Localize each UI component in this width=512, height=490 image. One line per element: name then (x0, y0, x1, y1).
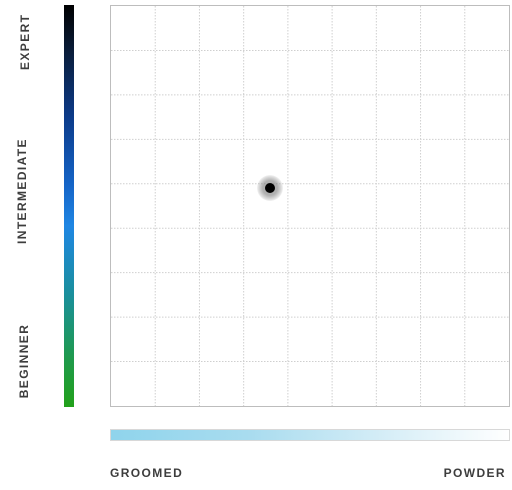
axis-label-expert: EXPERT (18, 13, 32, 70)
grid-lines (111, 6, 509, 406)
axis-label-groomed: GROOMED (110, 466, 184, 480)
selection-grid[interactable] (110, 5, 510, 407)
axis-label-intermediate: INTERMEDIATE (15, 138, 29, 244)
terrain-gradient-bar (110, 429, 510, 441)
axis-label-powder: POWDER (443, 466, 506, 480)
axis-label-beginner: BEGINNER (17, 323, 31, 399)
ability-gradient-bar (64, 5, 74, 407)
selection-marker[interactable] (265, 183, 276, 193)
